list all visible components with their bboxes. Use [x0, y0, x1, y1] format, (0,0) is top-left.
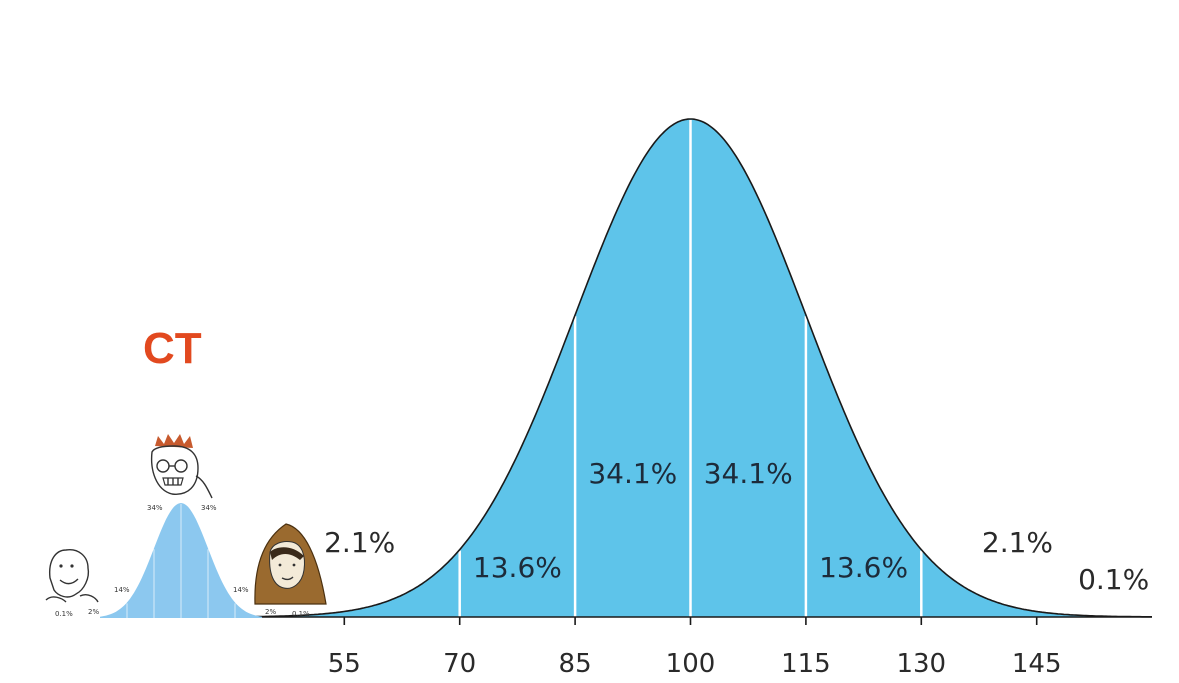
- sd-dividers: [458, 120, 923, 617]
- region-labels: 2.1% 13.6% 34.1% 34.1% 13.6% 2.1% 0.1%: [324, 457, 1149, 596]
- inset-label-01-left: 0.1%: [55, 610, 73, 618]
- x-tick-label: 70: [443, 649, 476, 679]
- inset-dividers: [126, 504, 236, 618]
- region-label: 0.1%: [1078, 563, 1149, 596]
- inset-label-2-right: 2%: [265, 608, 276, 616]
- region-label: 34.1%: [588, 457, 677, 490]
- inset-graphic: CT 34% 34% 14% 14% 2% 2% 0.1% 0.1%: [45, 324, 327, 618]
- low-iq-wojak-icon: [45, 549, 99, 603]
- x-tick-label: 145: [1012, 649, 1062, 679]
- x-axis-ticks: 55 70 85 100 115 130 145: [328, 617, 1062, 679]
- inset-label-34-right: 34%: [201, 504, 217, 512]
- inset-label-14-left: 14%: [114, 586, 130, 594]
- region-label: 13.6%: [819, 551, 908, 584]
- region-label: 2.1%: [982, 526, 1053, 559]
- x-tick-label: 85: [559, 649, 592, 679]
- region-label: 34.1%: [704, 457, 793, 490]
- x-tick-label: 100: [666, 649, 716, 679]
- region-label: 2.1%: [324, 526, 395, 559]
- x-tick-label: 130: [896, 649, 946, 679]
- region-label: 13.6%: [473, 551, 562, 584]
- x-tick-label: 115: [781, 649, 831, 679]
- x-tick-label: 55: [328, 649, 361, 679]
- nerd-wojak-icon: [150, 434, 213, 499]
- inset-label-34-left: 34%: [147, 504, 163, 512]
- distribution-outline: [228, 118, 1152, 618]
- inset-title: CT: [143, 324, 202, 373]
- hooded-wojak-icon: [254, 523, 327, 605]
- inset-label-14-right: 14%: [233, 586, 249, 594]
- inset-label-01-right: 0.1%: [292, 610, 310, 618]
- inset-label-2-left: 2%: [88, 608, 99, 616]
